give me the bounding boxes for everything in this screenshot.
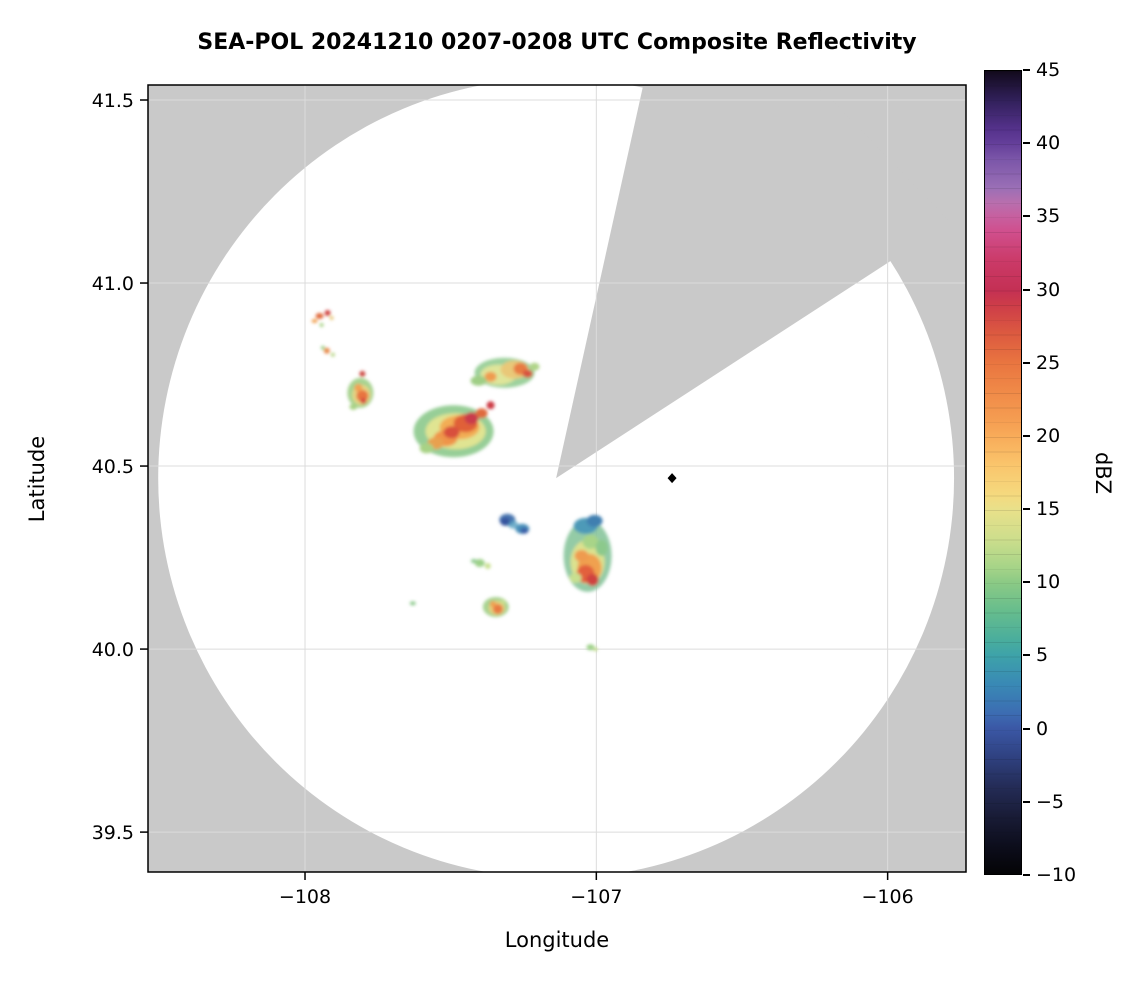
colorbar-tick-label: 40 (1036, 132, 1061, 155)
colorbar-tick-label: 0 (1036, 717, 1049, 740)
echo-tiny-south-speck (586, 644, 598, 652)
colorbar-tick-mark (1023, 142, 1030, 145)
echo-cell (360, 397, 367, 404)
colorbar-tick-label: 10 (1036, 571, 1061, 594)
x-tick-label: −106 (862, 886, 914, 908)
y-tick-label: 41.5 (92, 90, 134, 112)
echo-cell (409, 601, 416, 606)
echo-cell (484, 563, 491, 570)
echo-cell (499, 599, 506, 604)
echo-main-cell-north (413, 401, 495, 458)
echo-cell (492, 603, 503, 614)
echo-cell (586, 644, 595, 651)
echo-cell (319, 322, 324, 327)
colorbar-tick-mark (1023, 508, 1030, 511)
echo-cell (464, 412, 479, 425)
chart-title: SEA-POL 20241210 0207-0208 UTC Composite… (197, 30, 917, 55)
echo-south-cell (482, 596, 509, 617)
echo-cell (522, 369, 533, 378)
echo-cell (529, 362, 540, 371)
x-tick-label: −107 (570, 886, 622, 908)
echo-main-cell-south (563, 514, 612, 592)
colorbar-tick-mark (1023, 874, 1030, 876)
echo-cell (586, 514, 603, 527)
colorbar-tick-mark (1023, 581, 1030, 584)
echo-small-specks-sw (470, 559, 491, 570)
echo-north-band (470, 357, 540, 388)
blocked-sector (556, 85, 951, 479)
y-tick-label: 41.0 (92, 273, 134, 295)
echo-cell (443, 426, 460, 439)
echo-cell (474, 559, 485, 568)
echo-cell (593, 647, 598, 652)
echo-nw-speckles-2 (320, 345, 335, 357)
colorbar-tick-label: 30 (1036, 278, 1061, 301)
echo-cell (359, 370, 366, 377)
colorbar-label: dBZ (1091, 451, 1115, 495)
colorbar-tick-mark (1023, 727, 1030, 730)
site-marker (667, 473, 677, 484)
colorbar-tick-mark (1023, 654, 1030, 657)
echo-nw-speckles (311, 309, 334, 327)
y-axis-label: Latitude (25, 435, 49, 523)
y-tick-label: 40.0 (92, 639, 134, 661)
colorbar-tick-label: 25 (1036, 351, 1061, 374)
colorbar-tick-label: −5 (1036, 790, 1065, 813)
colorbar-tick-label: −10 (1036, 864, 1077, 886)
colorbar (984, 70, 1022, 875)
echo-cell (470, 559, 477, 564)
echo-cell (323, 347, 330, 354)
echo-cell (595, 539, 608, 556)
echo-cell (349, 403, 358, 410)
colorbar-tick-label: 35 (1036, 205, 1061, 228)
echo-cell (569, 572, 582, 583)
echo-cell (470, 375, 487, 386)
colorbar-tick-mark (1023, 69, 1030, 71)
y-tick-label: 39.5 (92, 822, 134, 844)
echo-cell (486, 401, 495, 410)
echo-cell (508, 520, 519, 529)
colorbar-tick-label: 5 (1036, 644, 1049, 667)
colorbar-tick-label: 15 (1036, 498, 1061, 521)
echo-cell (324, 309, 331, 316)
plot-border (147, 84, 967, 873)
echo-cell (484, 371, 497, 382)
colorbar-tick-mark (1023, 434, 1030, 437)
echo-cell (354, 383, 363, 392)
echo-west-cell (347, 370, 374, 410)
echo-cell (582, 534, 599, 549)
colorbar-tick-mark (1023, 288, 1030, 291)
echo-cell (311, 318, 318, 323)
echo-cell (520, 527, 529, 534)
colorbar-tick-label: 20 (1036, 424, 1061, 447)
colorbar-tick-label: 45 (1036, 59, 1061, 81)
x-tick-label: −108 (279, 886, 331, 908)
colorbar-tick-mark (1023, 800, 1030, 803)
echo-cell (574, 549, 589, 562)
echo-cell (330, 352, 335, 357)
echo-blue-cell (499, 513, 530, 534)
echo-tiny-west-speck (409, 601, 416, 606)
echo-cell (489, 600, 496, 607)
echo-cell (419, 443, 434, 454)
echo-cell (329, 315, 334, 320)
y-tick-label: 40.5 (92, 456, 134, 478)
echo-cell (586, 573, 599, 586)
colorbar-tick-mark (1023, 361, 1030, 364)
echo-cell (315, 312, 324, 319)
echo-cell (320, 345, 325, 350)
x-axis-label: Longitude (504, 928, 610, 952)
echo-cell (475, 408, 488, 419)
colorbar-tick-mark (1023, 215, 1030, 218)
echo-cell (500, 517, 511, 526)
